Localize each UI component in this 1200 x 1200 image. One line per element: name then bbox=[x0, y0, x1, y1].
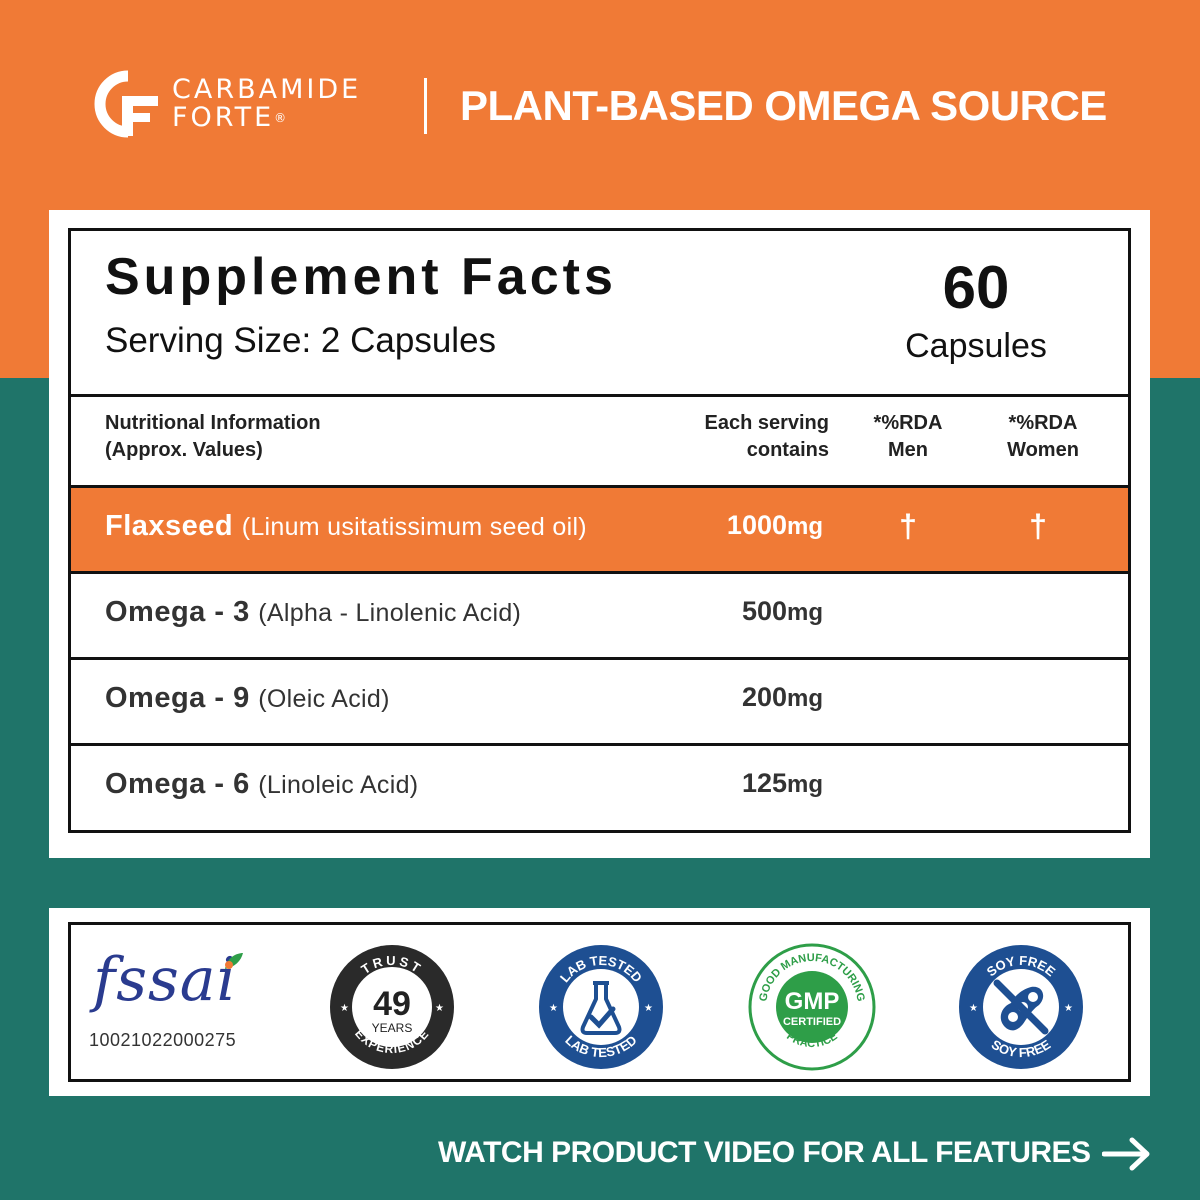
fssai-logo: fssai 10021022000275 bbox=[89, 945, 254, 1055]
soy-bottom-text: SOY FREE bbox=[989, 1036, 1054, 1060]
watch-video-cta[interactable]: WATCH PRODUCT VIDEO FOR ALL FEATURES bbox=[438, 1136, 1158, 1176]
header-divider bbox=[424, 78, 427, 134]
star-icon: ★ bbox=[969, 1003, 978, 1014]
brand-line-1: CARBAMIDE bbox=[172, 74, 362, 105]
capsule-count: 60 bbox=[942, 254, 1010, 321]
svg-text:PRACTICE: PRACTICE bbox=[784, 1030, 839, 1050]
ingredient-name: Omega - 3 (Alpha - Linolenic Acid) bbox=[105, 596, 522, 628]
column-header-serving: Each serving contains bbox=[704, 412, 829, 461]
header: CARBAMIDE FORTE® PLANT-BASED OMEGA SOURC… bbox=[0, 0, 1200, 210]
arrow-right-icon[interactable] bbox=[1102, 1136, 1152, 1172]
brand-name: CARBAMIDE FORTE® bbox=[172, 76, 361, 132]
lab-tested-badge: LAB TESTED LAB TESTED ★ ★ bbox=[539, 945, 663, 1069]
rda-men-value: † bbox=[899, 508, 917, 544]
ingredient-amount: 1000mg bbox=[726, 510, 823, 540]
certification-badges-card: fssai 10021022000275 TRUST EXPERIENCE 49… bbox=[49, 908, 1150, 1096]
column-header-rda-women: *%RDA Women bbox=[1007, 412, 1079, 461]
trust-years-number: 49 bbox=[373, 985, 411, 1023]
star-icon: ★ bbox=[549, 1003, 558, 1014]
capsule-count-label: Capsules bbox=[905, 327, 1047, 365]
column-header-nutrition: Nutritional Information (Approx. Values) bbox=[105, 412, 321, 461]
gmp-bottom-text: PRACTICE bbox=[784, 1030, 839, 1050]
fssai-license-number: 10021022000275 bbox=[89, 1030, 237, 1050]
certification-badges: fssai 10021022000275 TRUST EXPERIENCE 49… bbox=[68, 922, 1131, 1082]
table-row: Omega - 6 (Linoleic Acid) 125mg bbox=[71, 746, 1128, 832]
supplement-facts-card: Supplement Facts Serving Size: 2 Capsule… bbox=[49, 210, 1150, 858]
soybean-crossed-icon bbox=[993, 979, 1049, 1035]
ingredient-name: Omega - 9 (Oleic Acid) bbox=[105, 682, 390, 714]
cf-monogram-icon bbox=[94, 70, 158, 138]
ingredient-name: Omega - 6 (Linoleic Acid) bbox=[105, 768, 419, 800]
fssai-wordmark: fssai bbox=[93, 945, 237, 1015]
ingredient-amount: 500mg bbox=[741, 596, 823, 626]
rda-women-value: † bbox=[1029, 508, 1047, 544]
trust-experience-badge: TRUST EXPERIENCE 49 YEARS ★ ★ bbox=[330, 945, 454, 1069]
serving-size: Serving Size: 2 Capsules bbox=[105, 321, 497, 360]
soy-free-badge: SOY FREE SOY FREE ★ ★ bbox=[959, 945, 1083, 1069]
table-row: Omega - 3 (Alpha - Linolenic Acid) 500mg bbox=[71, 574, 1128, 660]
column-headers: Nutritional Information (Approx. Values) … bbox=[71, 397, 1128, 488]
facts-title: Supplement Facts bbox=[105, 248, 617, 306]
flask-check-icon bbox=[580, 981, 622, 1035]
table-row: Omega - 9 (Oleic Acid) 200mg bbox=[71, 660, 1128, 746]
gmp-certified-badge: GOOD MANUFACTURING PRACTICE GMP CERTIFIE… bbox=[748, 943, 876, 1071]
gmp-main-text: GMP bbox=[785, 988, 840, 1015]
facts-header: Supplement Facts Serving Size: 2 Capsule… bbox=[71, 231, 1128, 397]
header-tagline: PLANT-BASED OMEGA SOURCE bbox=[460, 82, 1107, 129]
fssai-leaf-icon bbox=[225, 953, 243, 969]
ingredient-amount: 200mg bbox=[741, 682, 823, 712]
svg-text:SOY FREE: SOY FREE bbox=[989, 1036, 1054, 1060]
star-icon: ★ bbox=[644, 1003, 653, 1014]
brand-line-2: FORTE bbox=[172, 102, 275, 133]
trust-years-label: YEARS bbox=[372, 1021, 413, 1035]
ingredient-amount: 125mg bbox=[741, 768, 823, 798]
ingredient-name: Flaxseed (Linum usitatissimum seed oil) bbox=[105, 510, 587, 542]
gmp-sub-text: CERTIFIED bbox=[783, 1016, 841, 1028]
registered-mark: ® bbox=[274, 111, 287, 125]
supplement-facts-table: Supplement Facts Serving Size: 2 Capsule… bbox=[68, 228, 1131, 833]
column-header-rda-men: *%RDA Men bbox=[873, 412, 943, 461]
star-icon: ★ bbox=[1064, 1003, 1073, 1014]
watch-video-text[interactable]: WATCH PRODUCT VIDEO FOR ALL FEATURES bbox=[438, 1136, 1091, 1169]
star-icon: ★ bbox=[340, 1003, 349, 1014]
star-icon: ★ bbox=[435, 1003, 444, 1014]
table-row: Flaxseed (Linum usitatissimum seed oil) … bbox=[71, 488, 1128, 574]
